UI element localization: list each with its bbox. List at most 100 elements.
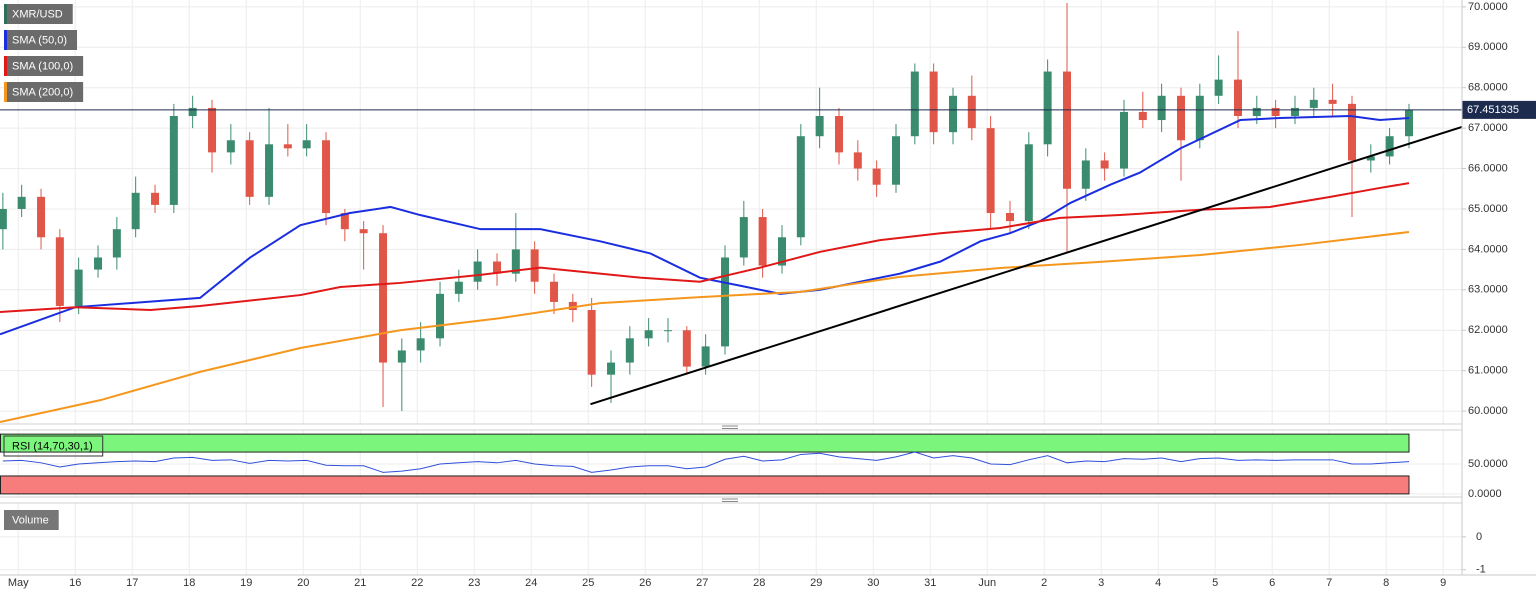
legend-box: [4, 30, 78, 50]
legend-swatch: [4, 82, 7, 102]
rsi-band: [0, 475, 1410, 495]
x-tick-label: 22: [411, 577, 423, 589]
candle-body: [226, 140, 235, 153]
candle-body: [436, 293, 445, 339]
y-tick-label: 60.0000: [1468, 405, 1508, 417]
x-tick-label: 9: [1440, 577, 1446, 589]
candle-body: [796, 136, 805, 238]
x-tick-label: 3: [1098, 577, 1104, 589]
candle-body: [758, 217, 767, 266]
x-tick-label: 6: [1269, 577, 1275, 589]
candle-body: [94, 257, 103, 270]
sma-line: [0, 182, 1410, 314]
x-tick-label: 19: [240, 577, 252, 589]
overlay: May 16 17 18 19 20 21 22 23 24 25 26 27 28 29 30 31 Jun 2 3…: [3, 1, 1536, 589]
candle-body: [550, 281, 559, 302]
candle-body: [1252, 107, 1261, 117]
candle-body: [169, 116, 178, 205]
legend-item: Volume: [4, 510, 59, 530]
y-tick-label: 66.0000: [1468, 162, 1508, 174]
legend-label: SMA (50,0): [12, 34, 67, 46]
x-tick-label: 30: [867, 577, 879, 589]
candle-body: [1024, 144, 1033, 222]
rsi-band: [0, 433, 1410, 453]
candle-body: [245, 140, 254, 197]
y-tick-label: 69.0000: [1468, 41, 1508, 53]
y-tick-label: 0.0000: [1468, 488, 1502, 500]
candle-body: [1385, 136, 1394, 157]
candle-body: [55, 237, 64, 306]
x-tick-label: May: [8, 577, 29, 589]
legend-swatch: [4, 4, 7, 24]
candle-body: [1366, 156, 1375, 161]
candle-body: [1063, 71, 1072, 189]
candle-body: [322, 140, 331, 214]
candle-body: [778, 237, 787, 266]
resize-handle[interactable]: [722, 425, 738, 429]
x-tick-label: 29: [810, 577, 822, 589]
legend-item: SMA (50,0): [4, 30, 78, 50]
legend-label: SMA (100,0): [12, 60, 73, 72]
candle-body: [283, 144, 292, 149]
candle-body: [892, 136, 901, 185]
candle-body: [511, 249, 520, 274]
candle-body: [188, 107, 197, 117]
candle-body: [0, 208, 7, 230]
candle-body: [607, 362, 616, 375]
candle-body: [644, 330, 653, 339]
y-tick-label: 0: [1476, 531, 1482, 543]
y-tick-label: 65.0000: [1468, 203, 1508, 215]
legend-swatch: [4, 56, 7, 76]
candle-body: [1271, 107, 1280, 117]
x-tick-label: 24: [525, 577, 537, 589]
candle-body: [1290, 107, 1299, 117]
candle-body: [1138, 111, 1147, 121]
legend-label: SMA (200,0): [12, 86, 73, 98]
sma-line: [0, 231, 1410, 423]
candle-body: [815, 116, 824, 137]
x-tick-label: 17: [126, 577, 138, 589]
y-tick-label: 63.0000: [1468, 284, 1508, 296]
candle-body: [151, 192, 160, 205]
x-tick-label: 5: [1212, 577, 1218, 589]
candle-body: [340, 213, 349, 230]
candle-body: [967, 95, 976, 129]
legend-box: [4, 82, 84, 102]
candle-body: [37, 196, 46, 238]
legend-box: [4, 56, 84, 76]
y-tick-label: -1: [1476, 564, 1486, 576]
resize-handle[interactable]: [722, 498, 738, 502]
x-tick-label: 31: [924, 577, 936, 589]
x-tick-label: 28: [753, 577, 765, 589]
candle-body: [473, 261, 482, 282]
candle-body: [682, 330, 691, 367]
legend-item: SMA (200,0): [4, 82, 84, 102]
candle-body: [302, 140, 311, 149]
x-tick-label: 26: [639, 577, 651, 589]
trendline: [590, 125, 1463, 406]
y-tick-label: 61.0000: [1468, 365, 1508, 377]
legend-item: XMR/USD: [4, 4, 73, 24]
candle-body: [17, 196, 26, 209]
x-tick-label: 7: [1326, 577, 1332, 589]
rsi-line: [2, 451, 1410, 473]
x-tick-label: 21: [354, 577, 366, 589]
candle-body: [1309, 99, 1318, 108]
legend-label: RSI (14,70,30,1): [12, 440, 93, 452]
legend-item: SMA (100,0): [4, 56, 84, 76]
x-tick-label: 18: [183, 577, 195, 589]
y-tick-label: 68.0000: [1468, 82, 1508, 94]
candle-body: [1120, 111, 1129, 169]
candle-body: [1347, 103, 1356, 161]
candle-body: [454, 281, 463, 294]
candle-body: [739, 217, 748, 258]
candle-body: [1195, 95, 1204, 141]
y-tick-label: 62.0000: [1468, 324, 1508, 336]
candle-body: [929, 71, 938, 133]
candle-body: [986, 128, 995, 214]
x-tick-label: 25: [582, 577, 594, 589]
candle-body: [1043, 71, 1052, 145]
candle-body: [265, 144, 274, 197]
legend-box: [4, 4, 73, 24]
